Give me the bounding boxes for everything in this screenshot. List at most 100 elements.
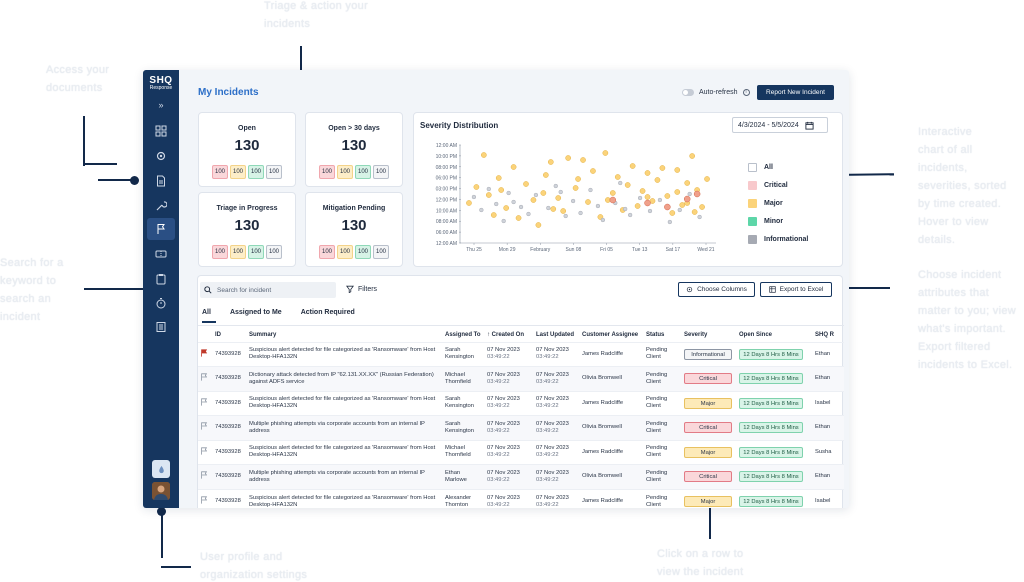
minor-count[interactable]: 100 xyxy=(248,165,264,179)
incident-point-major[interactable] xyxy=(614,174,621,180)
column-header[interactable]: Severity xyxy=(684,332,708,339)
book-icon[interactable] xyxy=(147,316,175,338)
incident-point-informational[interactable] xyxy=(506,190,511,196)
informational-count[interactable]: 100 xyxy=(373,245,389,259)
stat-card-mitigation[interactable]: Mitigation Pending 130 100 100 100 100 xyxy=(305,192,403,267)
flag-icon[interactable] xyxy=(147,218,175,240)
table-row[interactable]: 74393928 Multiple phishing attempts via c… xyxy=(198,415,844,440)
incident-point-informational[interactable] xyxy=(578,210,583,216)
settings-gear-icon[interactable] xyxy=(147,145,175,167)
incident-point-major[interactable] xyxy=(580,157,586,163)
date-range-picker[interactable]: 4/3/2024 - 5/5/2024 xyxy=(732,117,828,133)
incident-point-major[interactable] xyxy=(644,170,651,176)
flag-icon[interactable] xyxy=(200,471,208,479)
incident-point-critical[interactable] xyxy=(693,190,701,198)
flag-icon[interactable] xyxy=(200,373,208,381)
incident-point-critical[interactable] xyxy=(664,203,671,211)
incident-point-informational[interactable] xyxy=(501,218,506,224)
incident-point-major[interactable] xyxy=(624,182,631,188)
incident-point-major[interactable] xyxy=(684,180,691,186)
incident-point-informational[interactable] xyxy=(623,206,628,212)
incident-point-major[interactable] xyxy=(669,210,676,216)
incident-point-major[interactable] xyxy=(515,215,522,221)
legend-minor[interactable]: Minor xyxy=(748,212,808,230)
incident-point-critical[interactable] xyxy=(644,199,651,207)
incident-point-informational[interactable] xyxy=(697,214,702,220)
incident-point-informational[interactable] xyxy=(647,208,653,214)
column-header[interactable]: Open Since xyxy=(739,332,773,339)
column-header[interactable]: Summary xyxy=(249,332,277,339)
column-header[interactable]: Assigned To xyxy=(445,332,481,339)
flag-icon[interactable] xyxy=(200,496,208,504)
incident-point-major[interactable] xyxy=(590,168,596,174)
severity-scatter-chart[interactable]: 12:00 AM 10:00 PM 08:00 PM 06:00 PM 03:00 PM… xyxy=(416,137,726,265)
incident-point-informational[interactable] xyxy=(518,204,524,210)
incident-point-major[interactable] xyxy=(530,197,537,203)
dashboard-icon[interactable] xyxy=(147,120,175,142)
incident-point-major[interactable] xyxy=(547,159,554,165)
timer-icon[interactable] xyxy=(147,292,175,314)
incident-point-informational[interactable] xyxy=(546,205,551,211)
minor-count[interactable]: 100 xyxy=(355,245,371,259)
table-row[interactable]: 74393928 Suspicious alert detected for fi… xyxy=(198,390,844,416)
incident-point-major[interactable] xyxy=(609,190,616,196)
incident-point-major[interactable] xyxy=(659,165,666,171)
critical-count[interactable]: 100 xyxy=(319,245,335,259)
incident-point-major[interactable] xyxy=(550,206,557,212)
stat-card-open[interactable]: Open 130 100 100 100 100 xyxy=(198,112,296,187)
flag-cell[interactable] xyxy=(198,464,213,489)
flag-cell[interactable] xyxy=(198,366,213,391)
major-count[interactable]: 100 xyxy=(337,245,353,259)
legend-informational[interactable]: Informational xyxy=(748,230,808,248)
incident-point-major[interactable] xyxy=(602,150,609,156)
flag-cell[interactable] xyxy=(198,488,213,508)
incident-point-major[interactable] xyxy=(654,177,661,183)
flag-cell[interactable] xyxy=(198,415,213,440)
report-new-incident-button[interactable]: Report New Incident xyxy=(757,85,834,100)
incident-point-informational[interactable] xyxy=(637,195,643,201)
incident-point-informational[interactable] xyxy=(558,189,563,195)
table-row[interactable]: 74393928 Suspicious alert detected for fi… xyxy=(198,439,844,465)
incident-point-major[interactable] xyxy=(565,155,572,161)
search-input[interactable]: Search for incident xyxy=(200,282,336,298)
flag-cell[interactable] xyxy=(198,390,213,416)
incident-point-major[interactable] xyxy=(639,188,646,194)
incident-point-major[interactable] xyxy=(634,203,641,209)
flag-cell[interactable] xyxy=(198,341,213,367)
incident-point-informational[interactable] xyxy=(471,194,477,200)
incident-point-major[interactable] xyxy=(485,192,492,198)
incident-point-major[interactable] xyxy=(699,204,705,210)
export-to-excel-button[interactable]: Export to Excel xyxy=(760,282,832,297)
flag-icon[interactable] xyxy=(200,349,208,357)
flag-cell[interactable] xyxy=(198,439,213,465)
column-header[interactable]: ↑ Created On xyxy=(487,332,525,339)
incident-point-informational[interactable] xyxy=(570,198,576,204)
incident-point-major[interactable] xyxy=(555,195,562,201)
incident-point-major[interactable] xyxy=(495,175,502,181)
informational-count[interactable]: 100 xyxy=(266,245,282,259)
incident-point-informational[interactable] xyxy=(526,211,531,217)
column-header[interactable]: Last Updated xyxy=(536,332,575,339)
incident-point-informational[interactable] xyxy=(618,180,623,186)
critical-count[interactable]: 100 xyxy=(319,165,335,179)
incident-point-major[interactable] xyxy=(503,205,510,211)
incident-point-major[interactable] xyxy=(560,208,567,214)
incident-point-informational[interactable] xyxy=(657,197,663,203)
incident-point-informational[interactable] xyxy=(553,183,558,189)
column-header[interactable]: Customer Assignee xyxy=(582,332,639,339)
column-header[interactable]: ID xyxy=(215,332,221,339)
incident-point-major[interactable] xyxy=(674,189,681,195)
incident-point-informational[interactable] xyxy=(511,199,516,205)
incident-point-major[interactable] xyxy=(572,185,579,191)
major-count[interactable]: 100 xyxy=(337,165,353,179)
incident-point-informational[interactable] xyxy=(677,207,682,213)
legend-all[interactable]: All xyxy=(748,158,808,176)
critical-count[interactable]: 100 xyxy=(212,165,228,179)
flag-icon[interactable] xyxy=(200,398,208,406)
auto-refresh-control[interactable]: Auto-refresh i xyxy=(682,89,750,96)
incident-point-major[interactable] xyxy=(691,209,698,215)
incident-point-informational[interactable] xyxy=(494,201,499,207)
auto-refresh-toggle[interactable] xyxy=(682,89,694,96)
stat-card-open-30-days[interactable]: Open > 30 days 130 100 100 100 100 xyxy=(305,112,403,187)
incident-point-critical[interactable] xyxy=(609,196,617,204)
